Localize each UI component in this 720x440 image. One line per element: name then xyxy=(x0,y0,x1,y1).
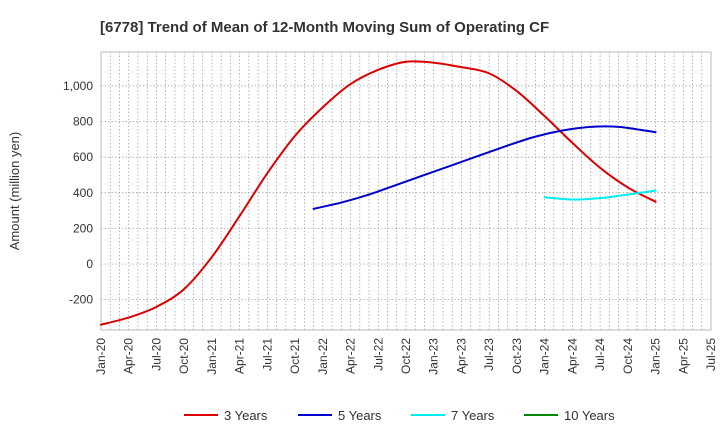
legend: 3 Years 5 Years 7 Years 10 Years xyxy=(184,408,615,423)
x-tick-label: Jul-25 xyxy=(704,338,718,371)
x-tick-label: Oct-24 xyxy=(621,338,635,374)
plot-frame xyxy=(100,51,712,331)
y-tick-label: 0 xyxy=(86,257,93,271)
x-tick-label: Jul-21 xyxy=(260,338,274,371)
x-tick-label: Apr-21 xyxy=(233,338,247,374)
x-tick-label: Apr-25 xyxy=(676,338,690,374)
x-tick-label: Oct-21 xyxy=(288,338,302,374)
x-tick-label: Jul-20 xyxy=(149,338,163,371)
x-tick-label: Apr-20 xyxy=(122,338,136,374)
x-tick-label: Apr-22 xyxy=(344,338,358,374)
chart-title: [6778] Trend of Mean of 12-Month Moving … xyxy=(100,19,549,36)
x-tick-label: Jan-23 xyxy=(427,338,441,375)
series-line-3-years xyxy=(100,60,657,326)
series-line-7-years xyxy=(543,189,657,201)
y-tick-label: 200 xyxy=(73,221,93,235)
x-tick-label: Jul-24 xyxy=(593,338,607,371)
grid xyxy=(100,52,712,330)
y-tick-label: -200 xyxy=(69,293,93,307)
x-tick-label: Jul-23 xyxy=(482,338,496,371)
legend-label: 7 Years xyxy=(451,408,495,423)
x-tick-label: Jan-20 xyxy=(94,338,108,375)
x-tick-label: Apr-24 xyxy=(565,338,579,374)
y-axis-ticks: -200 0 200 400 600 800 1,000 xyxy=(63,79,93,307)
x-tick-label: Oct-20 xyxy=(177,338,191,374)
series-line-5-years xyxy=(312,125,657,210)
y-tick-label: 1,000 xyxy=(63,79,93,93)
legend-label: 10 Years xyxy=(564,408,615,423)
x-tick-label: Jan-22 xyxy=(316,338,330,375)
y-axis-label: Amount (million yen) xyxy=(7,132,22,251)
x-tick-label: Oct-23 xyxy=(510,338,524,374)
x-axis-ticks: Jan-20 Apr-20 Jul-20 Oct-20 Jan-21 Apr-21 Jul-… xyxy=(94,338,718,375)
x-tick-label: Jul-22 xyxy=(371,338,385,371)
x-tick-label: Oct-22 xyxy=(399,338,413,374)
y-tick-label: 800 xyxy=(73,115,93,129)
x-tick-label: Jan-25 xyxy=(649,338,663,375)
y-tick-label: 600 xyxy=(73,150,93,164)
x-tick-label: Jan-24 xyxy=(538,338,552,375)
x-tick-label: Apr-23 xyxy=(454,338,468,374)
y-tick-label: 400 xyxy=(73,186,93,200)
series-lines xyxy=(100,60,657,326)
legend-label: 3 Years xyxy=(224,408,268,423)
x-tick-label: Jan-21 xyxy=(205,338,219,375)
legend-label: 5 Years xyxy=(338,408,382,423)
